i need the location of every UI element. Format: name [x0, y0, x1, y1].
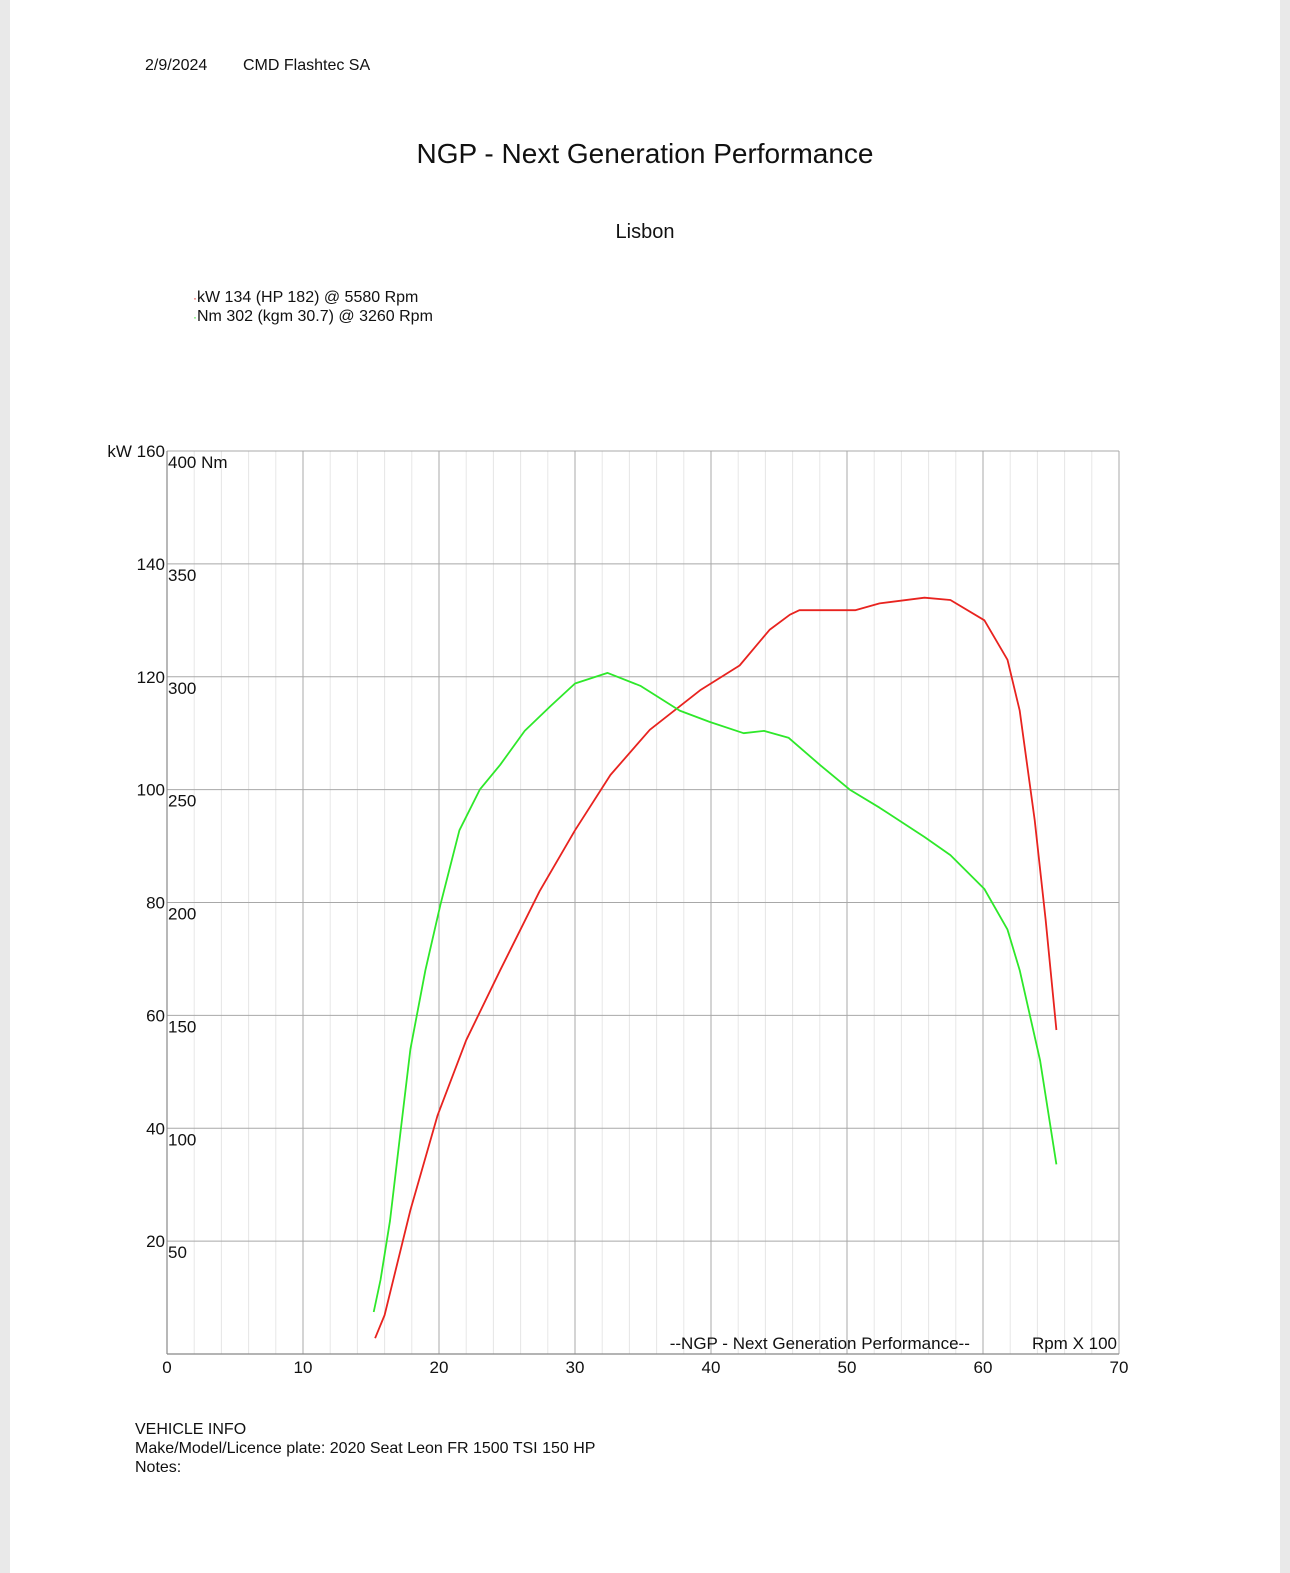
y-left-tick-label: 60: [146, 1006, 165, 1025]
y-left-tick-label: 100: [137, 781, 165, 800]
vehicle-make-model: Make/Model/Licence plate: 2020 Seat Leon…: [135, 1440, 596, 1457]
x-tick-label: 20: [430, 1358, 449, 1377]
report-title: NGP - Next Generation Performance: [416, 138, 874, 169]
chart-watermark: --NGP - Next Generation Performance--: [670, 1334, 970, 1353]
y-right-tick-label: 250: [168, 792, 196, 811]
y-right-tick-label: 50: [168, 1243, 187, 1262]
x-tick-label: 60: [974, 1358, 993, 1377]
dyno-report-page: 2/9/2024 CMD Flashtec SA NGP - Next Gene…: [10, 0, 1280, 1573]
torque-curve: [372, 672, 1058, 1313]
x-tick-label: 40: [702, 1358, 721, 1377]
power-curve: [374, 596, 1058, 1339]
y-right-tick-label: 350: [168, 566, 196, 585]
y-left-tick-label: 40: [146, 1119, 165, 1138]
y-right-tick-label: 300: [168, 679, 196, 698]
legend-power: ·kW 134 (HP 182) @ 5580 Rpm: [193, 289, 418, 307]
y-right-tick-label: 400 Nm: [168, 453, 228, 472]
y-left-tick-label: 80: [146, 894, 165, 913]
x-tick-label: 50: [838, 1358, 857, 1377]
vehicle-info: VEHICLE INFO Make/Model/Licence plate: 2…: [135, 1420, 595, 1477]
legend-torque-text: Nm 302 (kgm 30.7) @ 3260 Rpm: [197, 308, 433, 325]
company-name: CMD Flashtec SA: [243, 57, 371, 74]
y-right-tick-label: 200: [168, 905, 196, 924]
y-right-tick-label: 150: [168, 1017, 196, 1036]
legend-torque-marker: ·: [193, 310, 197, 324]
y-left-tick-label: 120: [137, 668, 165, 687]
y-right-tick-label: 100: [168, 1130, 196, 1149]
x-axis-label: Rpm X 100: [1032, 1334, 1117, 1353]
vehicle-notes: Notes:: [135, 1459, 182, 1476]
vehicle-info-heading: VEHICLE INFO: [135, 1421, 247, 1438]
report-subtitle: Lisbon: [615, 221, 675, 243]
report-date: 2/9/2024: [145, 57, 208, 74]
x-tick-label: 10: [294, 1358, 313, 1377]
x-tick-label: 30: [566, 1358, 585, 1377]
x-tick-label: 0: [162, 1358, 171, 1377]
x-tick-label: 70: [1110, 1358, 1129, 1377]
legend-power-text: kW 134 (HP 182) @ 5580 Rpm: [197, 289, 419, 306]
y-left-tick-label: 140: [137, 555, 165, 574]
legend-power-marker: ·: [193, 291, 197, 305]
y-left-tick-label: 20: [146, 1232, 165, 1251]
dyno-chart: 0 10 20 30 40 50 60 70 20 40 60 80 100 120 140 kW 160 50…: [107, 442, 1129, 1377]
legend-torque: ·Nm 302 (kgm 30.7) @ 3260 Rpm: [193, 308, 433, 326]
y-left-tick-label: kW 160: [107, 442, 165, 461]
